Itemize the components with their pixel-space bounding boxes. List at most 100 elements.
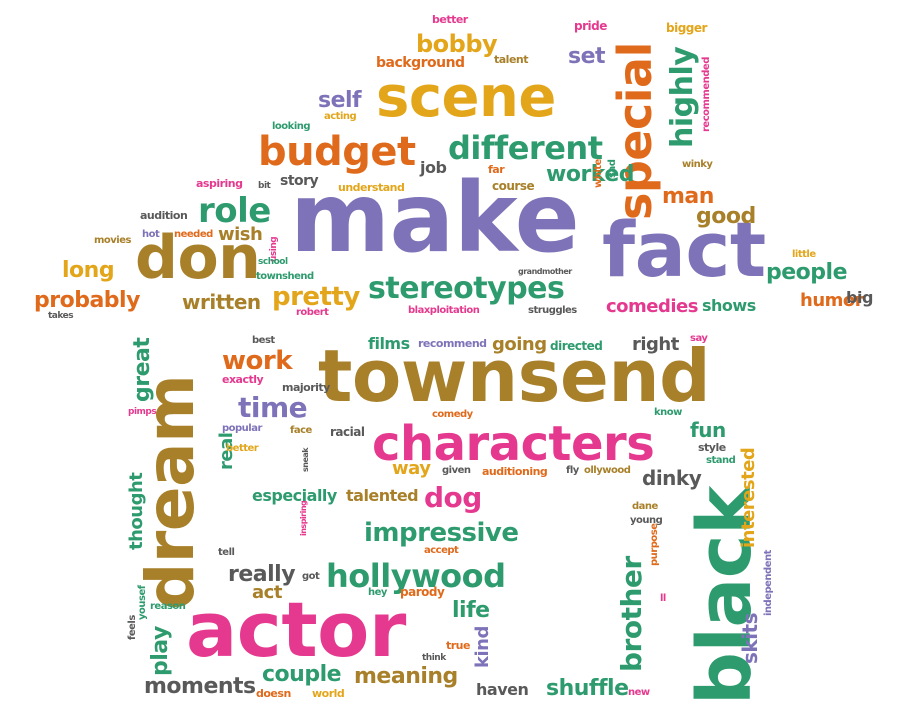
word-big: big: [846, 288, 873, 307]
word-world: world: [312, 687, 345, 700]
word-sneak: sneak: [301, 447, 310, 472]
word-couple: couple: [262, 662, 342, 687]
word-really: really: [228, 562, 296, 587]
word-blaxploitation: blaxploitation: [408, 305, 480, 316]
word-good: good: [696, 204, 756, 229]
word-say: say: [690, 333, 708, 344]
word-understand: understand: [338, 181, 405, 194]
word-pimps: pimps: [128, 407, 157, 417]
word-actor: actor: [186, 585, 406, 674]
word-directed: directed: [550, 339, 603, 353]
word-got: got: [302, 571, 320, 582]
word-know: know: [654, 407, 682, 418]
word-make: make: [290, 162, 580, 274]
word-popular: popular: [222, 423, 262, 434]
word-comedy: comedy: [432, 409, 473, 420]
word-don: don: [135, 223, 261, 293]
word-especially: especially: [252, 486, 337, 505]
word-play: play: [148, 626, 173, 676]
word-little: little: [792, 249, 816, 260]
word-pride: pride: [574, 19, 607, 33]
word-set: set: [568, 44, 606, 69]
word-bigger: bigger: [666, 21, 707, 35]
word-budget: budget: [258, 129, 416, 175]
word-independent: independent: [763, 550, 774, 616]
word-probably: probably: [34, 288, 140, 313]
word-sad: sad: [607, 159, 618, 178]
word-shuffle: shuffle: [546, 676, 629, 701]
word-best: best: [252, 335, 275, 346]
word-feels: feels: [127, 615, 138, 640]
word-style: style: [698, 441, 726, 454]
word-written: written: [182, 290, 261, 314]
word-skits: skits: [738, 612, 762, 664]
word-course: course: [492, 179, 535, 193]
word-inspiring: inspiring: [299, 500, 308, 536]
word-reason: reason: [150, 601, 186, 612]
word-hey: hey: [368, 587, 387, 598]
word-face: face: [290, 425, 312, 436]
word-far: far: [488, 163, 505, 176]
word-fun: fun: [690, 418, 726, 442]
word-aspiring: aspiring: [196, 177, 243, 190]
word-purpose: purpose: [649, 523, 660, 566]
word-special: special: [608, 42, 662, 220]
word-exactly: exactly: [222, 373, 264, 386]
word-scene: scene: [376, 65, 556, 130]
word-interested: interested: [738, 447, 759, 548]
word-haven: haven: [476, 680, 529, 699]
word-think: think: [422, 653, 446, 663]
word-hollywood: hollywood: [326, 557, 506, 595]
word-white: white: [593, 159, 604, 188]
word-worked: worked: [546, 162, 635, 187]
word-comedies: comedies: [606, 296, 698, 317]
word-auditioning: auditioning: [482, 465, 548, 478]
word-life: life: [452, 598, 490, 623]
word-right: right: [632, 334, 679, 355]
word-dinky: dinky: [642, 466, 702, 490]
word-grandmother: grandmother: [518, 267, 572, 276]
word-long: long: [62, 258, 115, 283]
word-needed: needed: [174, 229, 213, 240]
word-recommend: recommend: [418, 337, 487, 350]
word-townshend: townshend: [256, 271, 314, 282]
word-great: great: [130, 337, 155, 402]
word-dane: dane: [632, 501, 658, 512]
word-people: people: [766, 260, 848, 285]
word-new: new: [628, 687, 650, 698]
word-talent: talent: [494, 53, 529, 66]
word-robert: robert: [296, 307, 329, 318]
word-going: going: [492, 334, 547, 355]
word-doesn: doesn: [256, 687, 291, 700]
word-acting: acting: [324, 111, 357, 122]
word-moments: moments: [144, 674, 256, 699]
word-given: given: [442, 465, 471, 476]
word-ollywood: ollywood: [584, 465, 631, 476]
word-impressive: impressive: [364, 518, 519, 548]
word-time: time: [238, 391, 308, 424]
word-fly: fly: [566, 465, 579, 476]
word-pretty: pretty: [272, 282, 360, 312]
word-better2: better: [226, 443, 259, 454]
word-majority: majority: [282, 381, 330, 394]
word-kind: kind: [472, 626, 493, 668]
word-takes: takes: [48, 311, 74, 321]
word-true: true: [446, 639, 470, 652]
word-yousef: yousef: [137, 585, 148, 620]
word-background: background: [376, 55, 465, 71]
word-winky: winky: [682, 159, 713, 170]
word-racial: racial: [330, 425, 365, 439]
word-school: school: [258, 257, 288, 267]
word-looking: looking: [272, 121, 311, 132]
word-recommended: recommended: [701, 57, 712, 132]
word-struggles: struggles: [528, 305, 577, 316]
word-tell: tell: [218, 547, 235, 558]
word-hot: hot: [142, 229, 160, 240]
word-job: job: [420, 158, 447, 177]
word-highly: highly: [665, 46, 700, 148]
word-bit: bit: [258, 181, 271, 191]
word-movies: movies: [94, 235, 131, 246]
word-parody: parody: [400, 585, 445, 599]
word-meaning: meaning: [354, 664, 458, 689]
